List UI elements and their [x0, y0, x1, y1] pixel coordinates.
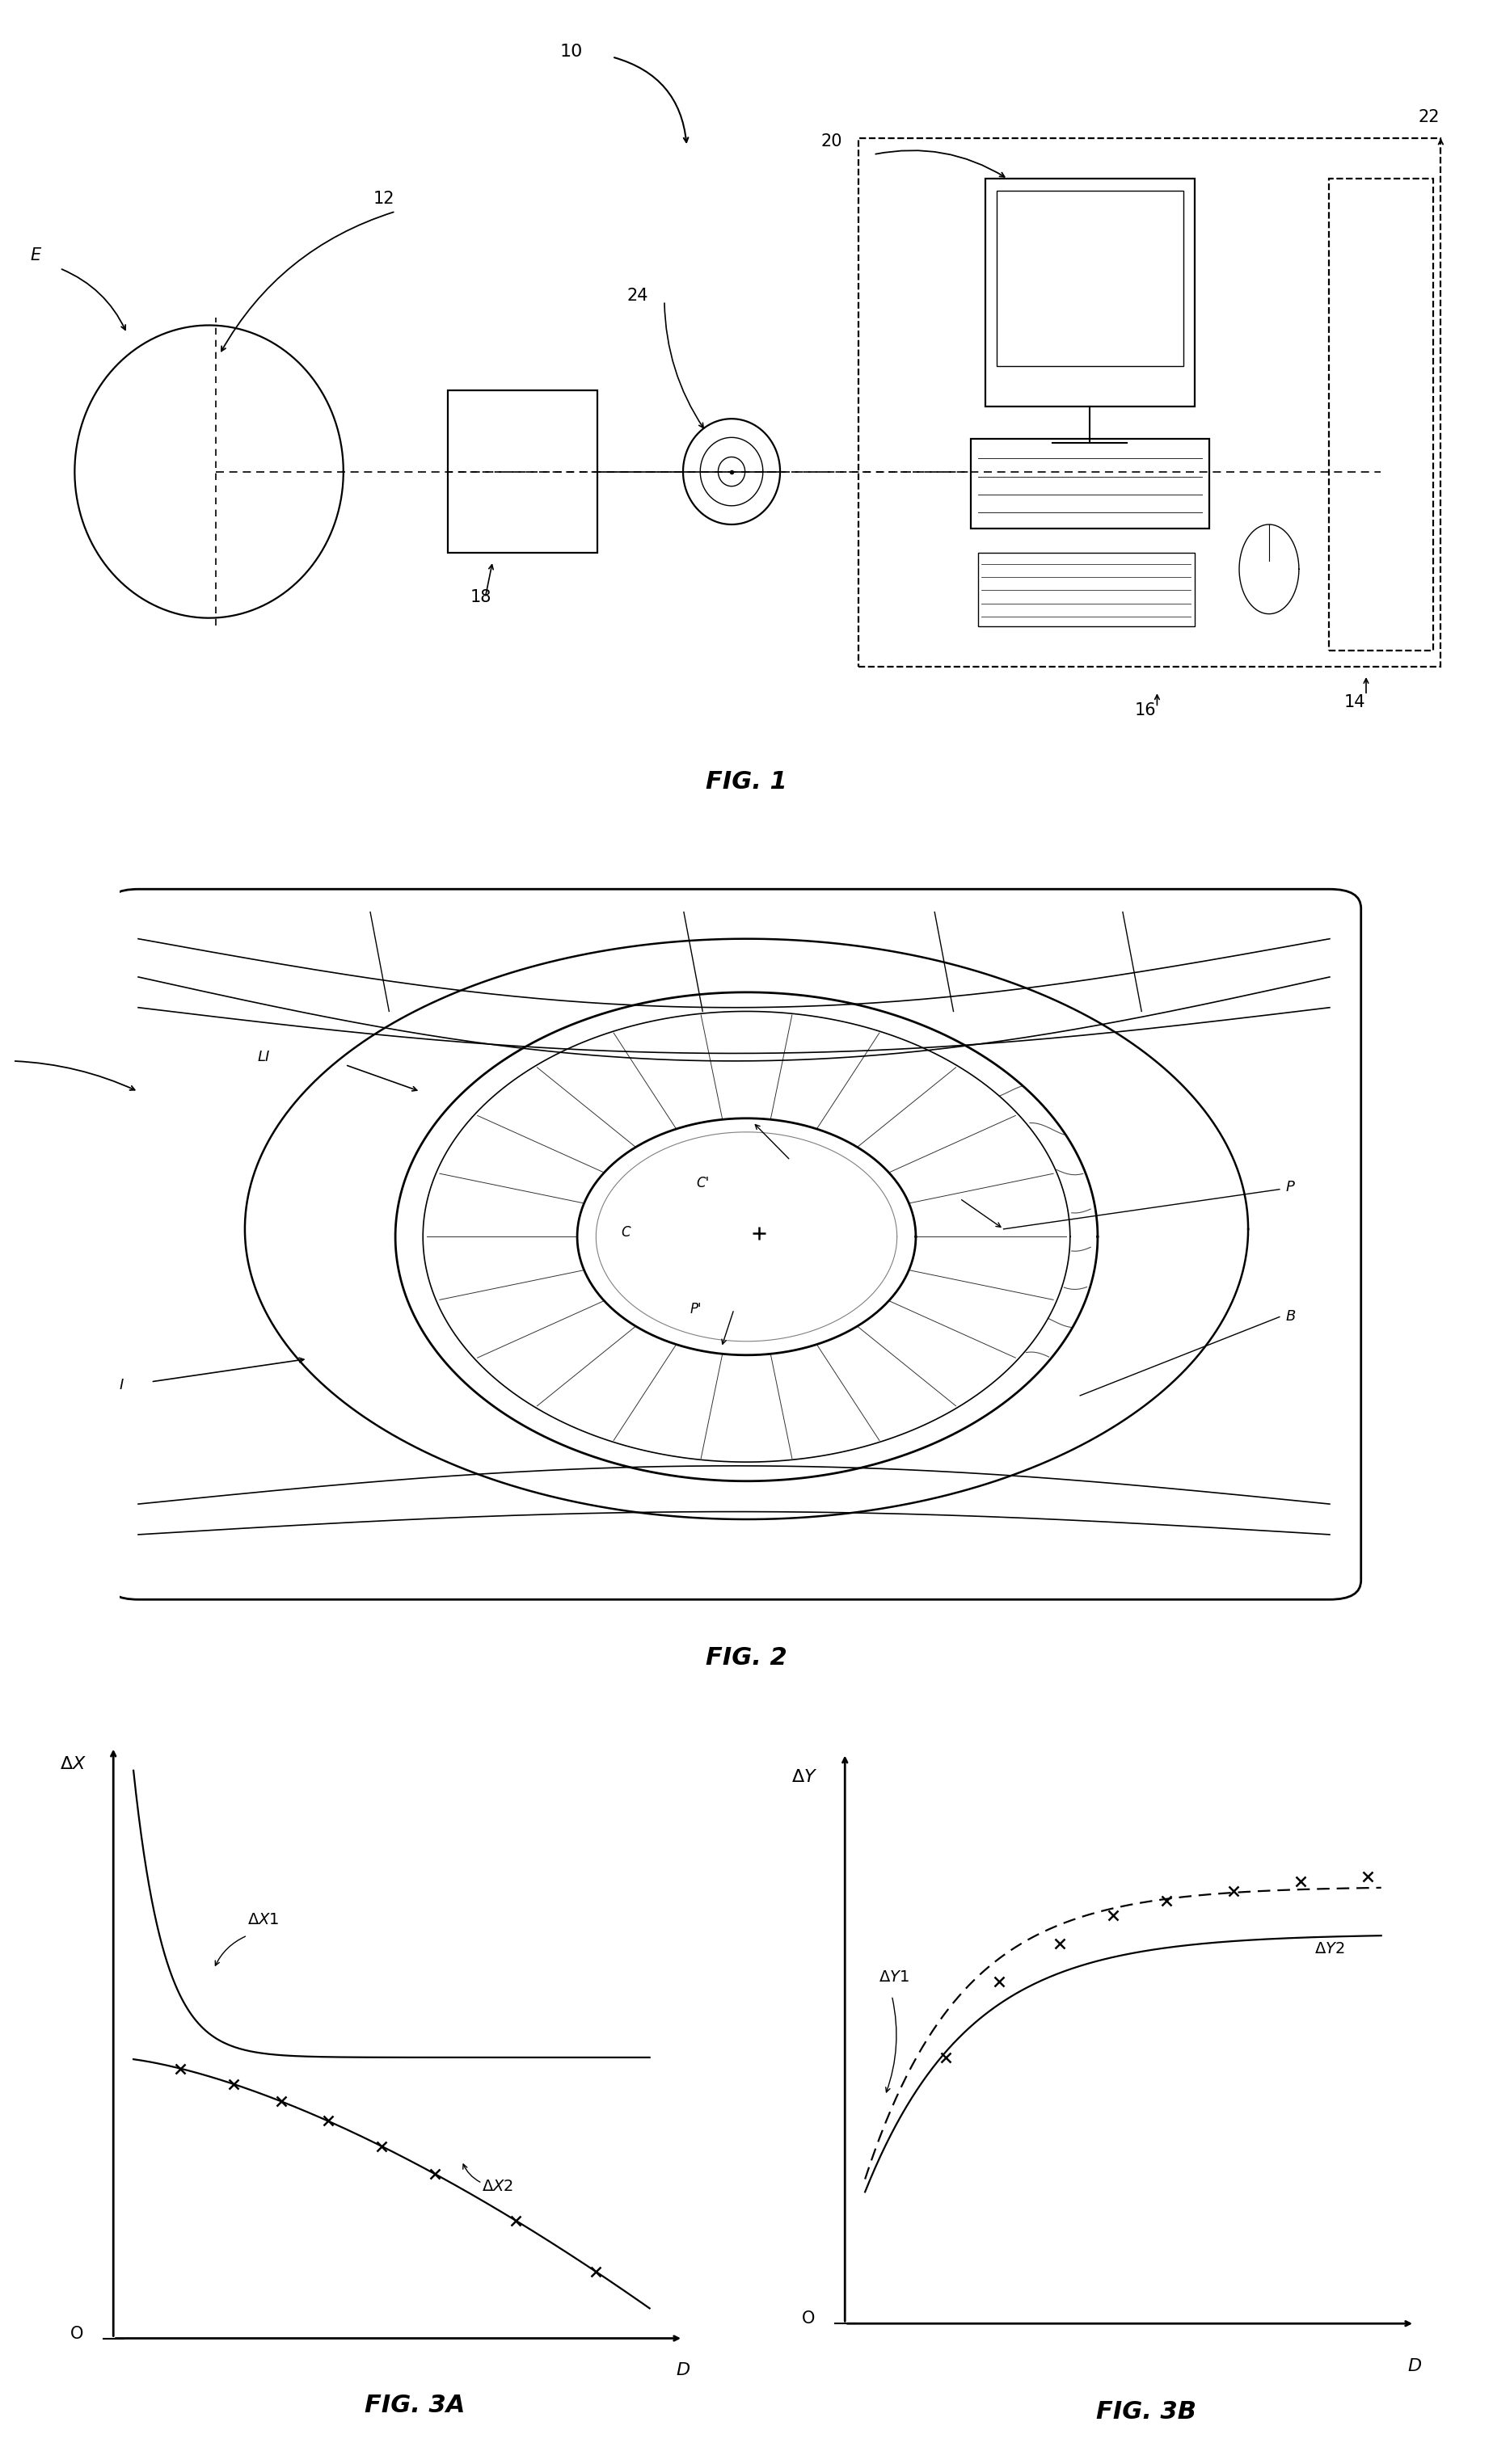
Text: I: I — [119, 1377, 124, 1392]
Text: 18: 18 — [470, 589, 491, 606]
Text: 12: 12 — [373, 190, 394, 207]
Text: 22: 22 — [1418, 108, 1439, 126]
Text: O: O — [802, 2311, 815, 2326]
Text: 24: 24 — [627, 288, 648, 303]
Text: 14: 14 — [1344, 695, 1365, 710]
Bar — [858, 138, 1441, 668]
Text: FIG. 1: FIG. 1 — [706, 771, 787, 793]
Text: D: D — [1408, 2358, 1421, 2375]
Bar — [1329, 180, 1433, 650]
Text: C: C — [621, 1225, 630, 1239]
FancyBboxPatch shape — [107, 890, 1362, 1599]
Bar — [997, 192, 1184, 365]
Text: O: O — [70, 2326, 84, 2341]
Text: D: D — [676, 2363, 690, 2378]
Text: $\Delta Y$: $\Delta Y$ — [791, 1769, 818, 1784]
Text: $\Delta Y1$: $\Delta Y1$ — [878, 1969, 909, 1984]
Bar — [970, 439, 1209, 530]
Bar — [978, 552, 1194, 626]
Text: $\Delta X$: $\Delta X$ — [60, 1757, 87, 1772]
Bar — [985, 180, 1194, 407]
Text: 10: 10 — [560, 44, 582, 59]
Text: 16: 16 — [1135, 702, 1156, 719]
Text: C': C' — [696, 1175, 709, 1190]
Text: 20: 20 — [821, 133, 842, 150]
Text: FIG. 3B: FIG. 3B — [1096, 2400, 1197, 2425]
Text: $\Delta Y2$: $\Delta Y2$ — [1314, 1942, 1345, 1956]
Text: $\Delta X1$: $\Delta X1$ — [248, 1912, 279, 1927]
Text: FIG. 3A: FIG. 3A — [364, 2393, 466, 2417]
Text: B: B — [1285, 1308, 1296, 1323]
Bar — [448, 389, 597, 552]
Text: P: P — [1285, 1180, 1294, 1195]
Text: FIG. 2: FIG. 2 — [706, 1646, 787, 1668]
Text: $\Delta X2$: $\Delta X2$ — [482, 2178, 514, 2193]
Text: LI: LI — [257, 1050, 270, 1064]
Text: E: E — [30, 246, 40, 264]
Text: P': P' — [690, 1301, 702, 1316]
